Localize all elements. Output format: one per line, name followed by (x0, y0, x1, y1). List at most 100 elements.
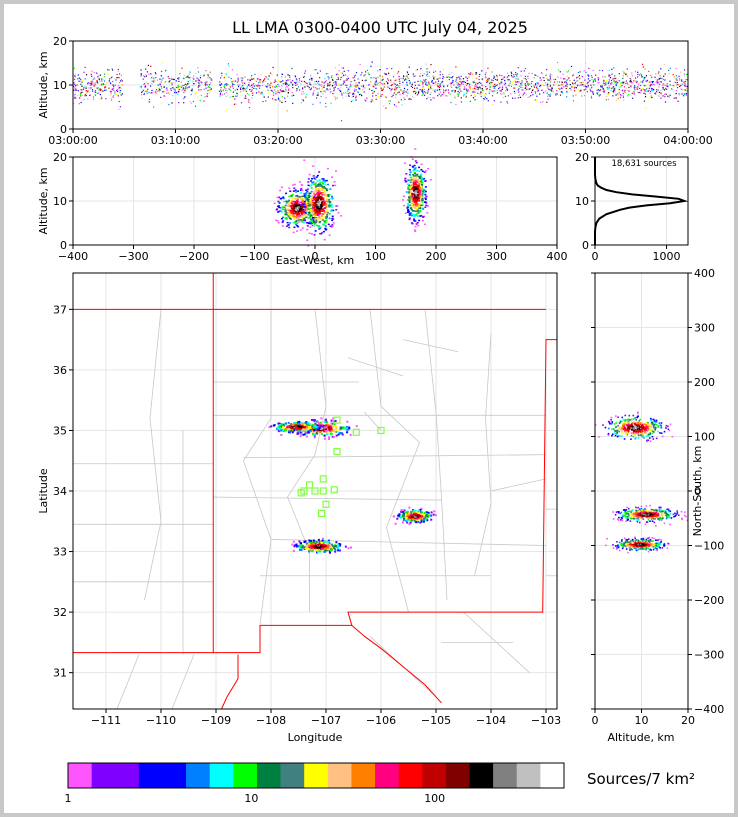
ew-height-ytick: 0 (60, 239, 67, 252)
source-point (318, 211, 321, 213)
source-point (219, 94, 222, 96)
source-point (289, 190, 292, 192)
source-point (417, 80, 419, 83)
source-point (684, 75, 686, 77)
source-point (619, 97, 621, 99)
source-point (492, 85, 494, 87)
source-point (345, 425, 348, 428)
source-point (488, 79, 490, 81)
time-height-xtick: 03:40:00 (458, 134, 507, 147)
source-point (416, 179, 419, 181)
source-point (74, 75, 76, 77)
source-point (156, 92, 158, 94)
source-point (629, 77, 631, 80)
source-point (423, 189, 426, 192)
source-point (644, 89, 646, 91)
source-point (310, 218, 313, 221)
source-point (393, 91, 396, 93)
source-point (336, 429, 339, 432)
source-point (316, 219, 319, 221)
source-point (683, 81, 685, 83)
source-point (485, 77, 487, 79)
source-point (643, 100, 646, 102)
source-point (475, 85, 477, 87)
source-point (164, 89, 166, 91)
source-point (412, 203, 415, 206)
source-point (278, 206, 281, 209)
source-point (414, 230, 417, 232)
source-point (278, 202, 281, 204)
source-point (553, 81, 556, 83)
source-point (318, 179, 321, 181)
source-point (306, 85, 309, 87)
source-point (297, 218, 300, 220)
source-point (656, 80, 658, 82)
source-point (155, 93, 157, 95)
source-point (451, 76, 453, 79)
source-point (510, 74, 513, 76)
source-point (220, 86, 222, 89)
source-point (544, 90, 546, 92)
source-point (302, 208, 305, 211)
source-point (117, 88, 119, 91)
source-point (585, 71, 587, 73)
source-point (419, 80, 422, 82)
source-point (117, 68, 119, 71)
source-point (491, 79, 493, 81)
source-point (299, 427, 302, 430)
source-point (143, 83, 145, 86)
source-point (313, 419, 316, 422)
source-point (403, 509, 406, 512)
source-point (468, 85, 470, 88)
source-point (520, 84, 522, 86)
source-point (225, 83, 227, 85)
source-point (305, 216, 308, 219)
source-point (312, 193, 315, 195)
source-point (667, 85, 669, 87)
source-point (400, 509, 403, 512)
source-point (309, 88, 311, 91)
source-point (416, 512, 419, 515)
source-point (294, 210, 297, 213)
source-point (320, 424, 323, 427)
source-point (76, 84, 78, 86)
source-point (315, 176, 318, 178)
source-point (387, 78, 389, 80)
source-point (222, 90, 224, 92)
source-point (143, 92, 146, 95)
source-point (403, 87, 406, 90)
source-point (303, 214, 306, 216)
source-point (167, 76, 169, 78)
source-point (359, 88, 361, 90)
source-point (548, 94, 550, 96)
source-point (322, 425, 325, 428)
source-point (382, 78, 384, 80)
source-point (377, 65, 379, 67)
source-point (296, 224, 299, 227)
source-point (501, 82, 503, 84)
source-point (442, 89, 445, 91)
source-point (652, 89, 655, 91)
source-point (326, 88, 328, 90)
source-point (328, 84, 330, 86)
source-point (206, 84, 208, 86)
source-point (232, 91, 235, 93)
source-point (537, 84, 539, 86)
source-point (111, 68, 113, 70)
source-point (498, 87, 500, 90)
source-point (294, 207, 297, 209)
source-point (430, 88, 432, 90)
source-point (204, 96, 206, 98)
source-point (442, 77, 444, 80)
source-point (319, 421, 322, 424)
source-point (167, 89, 169, 91)
source-point (427, 167, 430, 170)
source-point (409, 82, 411, 85)
time-height-sources (73, 61, 689, 122)
source-point (483, 98, 485, 100)
source-point (355, 82, 357, 84)
source-point (434, 82, 436, 84)
source-point (296, 203, 299, 205)
source-point (310, 222, 313, 225)
